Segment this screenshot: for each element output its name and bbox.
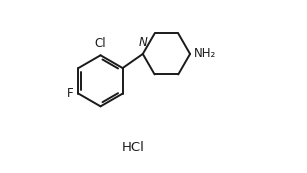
Text: Cl: Cl bbox=[95, 37, 106, 50]
Text: F: F bbox=[67, 87, 73, 100]
Text: HCl: HCl bbox=[122, 140, 145, 153]
Text: NH₂: NH₂ bbox=[194, 47, 216, 60]
Text: N: N bbox=[138, 36, 147, 49]
